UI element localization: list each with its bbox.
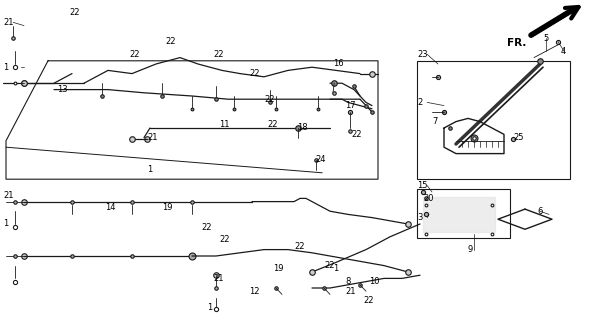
Text: 1: 1: [3, 220, 8, 228]
Bar: [417, 189, 510, 238]
Text: 22: 22: [69, 8, 79, 17]
Text: 10: 10: [369, 277, 380, 286]
Text: 22: 22: [201, 223, 212, 232]
Text: 7: 7: [432, 117, 437, 126]
Text: 21: 21: [345, 287, 355, 296]
Text: 6: 6: [537, 207, 542, 216]
Text: 4: 4: [561, 47, 566, 56]
Text: 18: 18: [297, 124, 308, 132]
Text: FR.: FR.: [508, 38, 527, 48]
Text: 1: 1: [147, 165, 152, 174]
Text: 22: 22: [324, 261, 335, 270]
Text: 19: 19: [273, 264, 284, 273]
Text: 22: 22: [264, 95, 275, 104]
Text: 23: 23: [417, 50, 428, 59]
Text: 22: 22: [165, 37, 176, 46]
Text: 1: 1: [3, 63, 8, 72]
Text: 21: 21: [213, 274, 223, 283]
Text: 14: 14: [105, 204, 115, 212]
Text: 1: 1: [333, 264, 338, 273]
Text: 21: 21: [3, 191, 14, 200]
Text: 21: 21: [147, 133, 157, 142]
Polygon shape: [423, 197, 495, 232]
Bar: [417, 61, 570, 179]
Text: 1: 1: [207, 303, 212, 312]
Text: 21: 21: [3, 18, 14, 27]
Text: 17: 17: [345, 101, 356, 110]
Text: 25: 25: [513, 133, 523, 142]
Text: 22: 22: [267, 120, 277, 129]
Text: 3: 3: [417, 213, 422, 222]
Text: 22: 22: [351, 130, 361, 139]
Text: 5: 5: [543, 34, 548, 43]
Text: 11: 11: [219, 120, 229, 129]
Text: 22: 22: [129, 50, 139, 59]
Text: 16: 16: [333, 60, 344, 68]
Text: 15: 15: [417, 181, 427, 190]
Text: 20: 20: [423, 194, 433, 203]
Text: 8: 8: [345, 277, 350, 286]
Text: 9: 9: [468, 245, 473, 254]
Text: 19: 19: [162, 204, 173, 212]
Text: 24: 24: [315, 156, 325, 164]
Text: 22: 22: [213, 50, 223, 59]
Text: 2: 2: [417, 98, 422, 107]
Text: 22: 22: [363, 296, 373, 305]
Text: 13: 13: [57, 85, 68, 94]
Text: 22: 22: [219, 236, 229, 244]
Text: 22: 22: [294, 242, 305, 251]
Text: 12: 12: [249, 287, 260, 296]
Text: 22: 22: [249, 69, 260, 78]
